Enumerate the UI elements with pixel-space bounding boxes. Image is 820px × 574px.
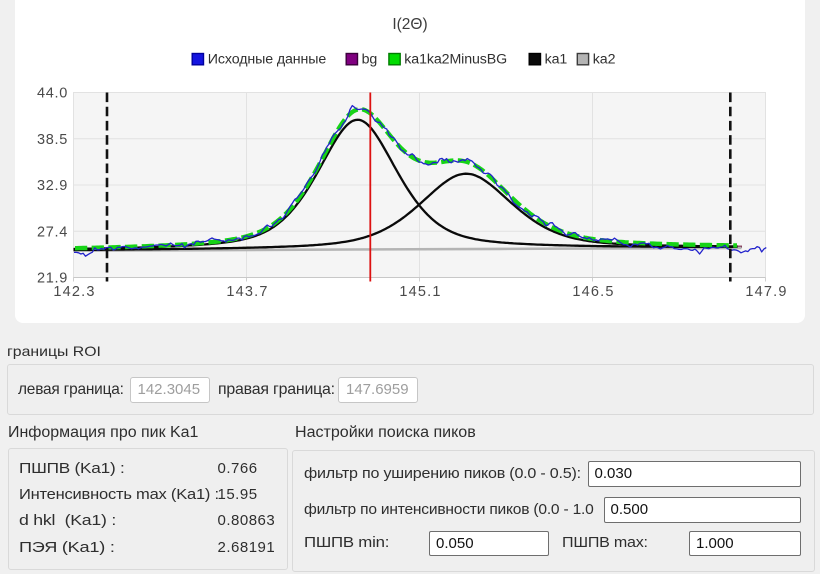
svg-text:145.1: 145.1 [399,284,441,300]
svg-text:32.9: 32.9 [37,178,68,194]
svg-text:Исходные данные: Исходные данные [208,52,327,68]
svg-text:ka2: ka2 [593,52,616,68]
svg-text:bg: bg [362,52,378,68]
svg-text:27.4: 27.4 [37,224,68,240]
svg-text:147.9: 147.9 [745,284,787,300]
svg-text:143.7: 143.7 [226,284,268,300]
svg-text:ka1ka2MinusBG: ka1ka2MinusBG [404,52,507,68]
svg-text:142.3: 142.3 [53,284,95,300]
svg-text:21.9: 21.9 [37,271,68,287]
svg-text:ka1: ka1 [545,52,568,68]
svg-text:44.0: 44.0 [37,86,68,102]
svg-text:146.5: 146.5 [572,284,614,300]
svg-text:38.5: 38.5 [37,132,68,148]
svg-text:I(2Θ): I(2Θ) [392,16,427,33]
